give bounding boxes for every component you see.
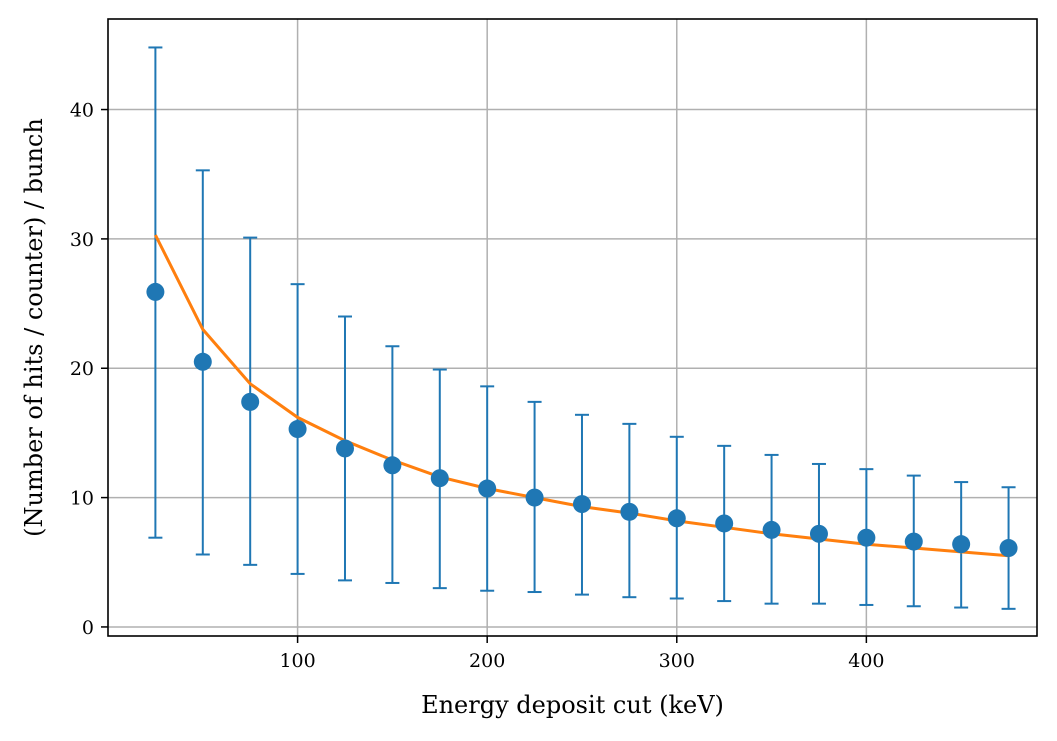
y-tick-label: 20 [70,358,94,380]
data-point [146,282,165,301]
data-point [715,514,734,533]
data-point [288,420,307,439]
data-point [999,539,1018,558]
x-axis-label: Energy deposit cut (keV) [421,691,724,719]
data-points [146,282,1018,558]
axis-ticks: 100 200 300 400 0 10 20 30 40 [70,100,885,672]
y-tick-label: 10 [70,488,94,510]
data-point [430,469,449,488]
y-tick-label: 40 [70,100,94,122]
x-tick-label: 100 [279,650,315,672]
data-point [762,520,781,539]
data-point [383,456,402,475]
data-point [904,532,923,551]
x-tick-label: 300 [659,650,695,672]
plot-area-frame [107,18,1038,637]
y-tick-label: 0 [82,617,94,639]
x-tick-label: 400 [848,650,884,672]
y-tick-label: 30 [70,229,94,251]
data-point [478,479,497,498]
data-point [620,502,639,521]
data-point [525,488,544,507]
data-point [241,392,260,411]
x-tick-label: 200 [469,650,505,672]
data-point [667,509,686,528]
data-point [572,495,591,514]
data-point [952,535,971,554]
grid [108,19,1037,636]
data-point [857,528,876,547]
data-point [809,524,828,543]
data-point [335,439,354,458]
y-axis-label: (Number of hits / counter) / bunch [20,118,48,537]
data-point [193,352,212,371]
